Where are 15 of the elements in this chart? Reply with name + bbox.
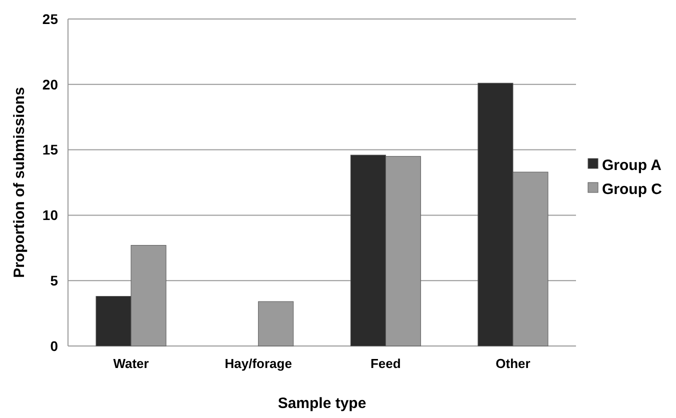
y-tick-label: 15 bbox=[42, 142, 58, 158]
bar bbox=[258, 301, 294, 346]
x-tick-label: Other bbox=[496, 356, 530, 371]
y-tick-label: 0 bbox=[50, 338, 58, 354]
y-tick-label: 25 bbox=[42, 10, 58, 27]
x-axis-title: Sample type bbox=[278, 395, 366, 412]
y-axis-title: Proportion of submissions bbox=[11, 87, 28, 278]
y-tick-label: 5 bbox=[50, 272, 58, 288]
x-tick-label: Feed bbox=[370, 356, 401, 371]
x-tick-label: Hay/forage bbox=[224, 356, 292, 371]
x-tick-label: Water bbox=[113, 356, 149, 371]
y-tick-label: 20 bbox=[42, 76, 58, 92]
legend-label: Group C bbox=[602, 180, 662, 198]
legend-label: Group A bbox=[602, 156, 662, 174]
y-tick-label: 10 bbox=[42, 207, 58, 224]
